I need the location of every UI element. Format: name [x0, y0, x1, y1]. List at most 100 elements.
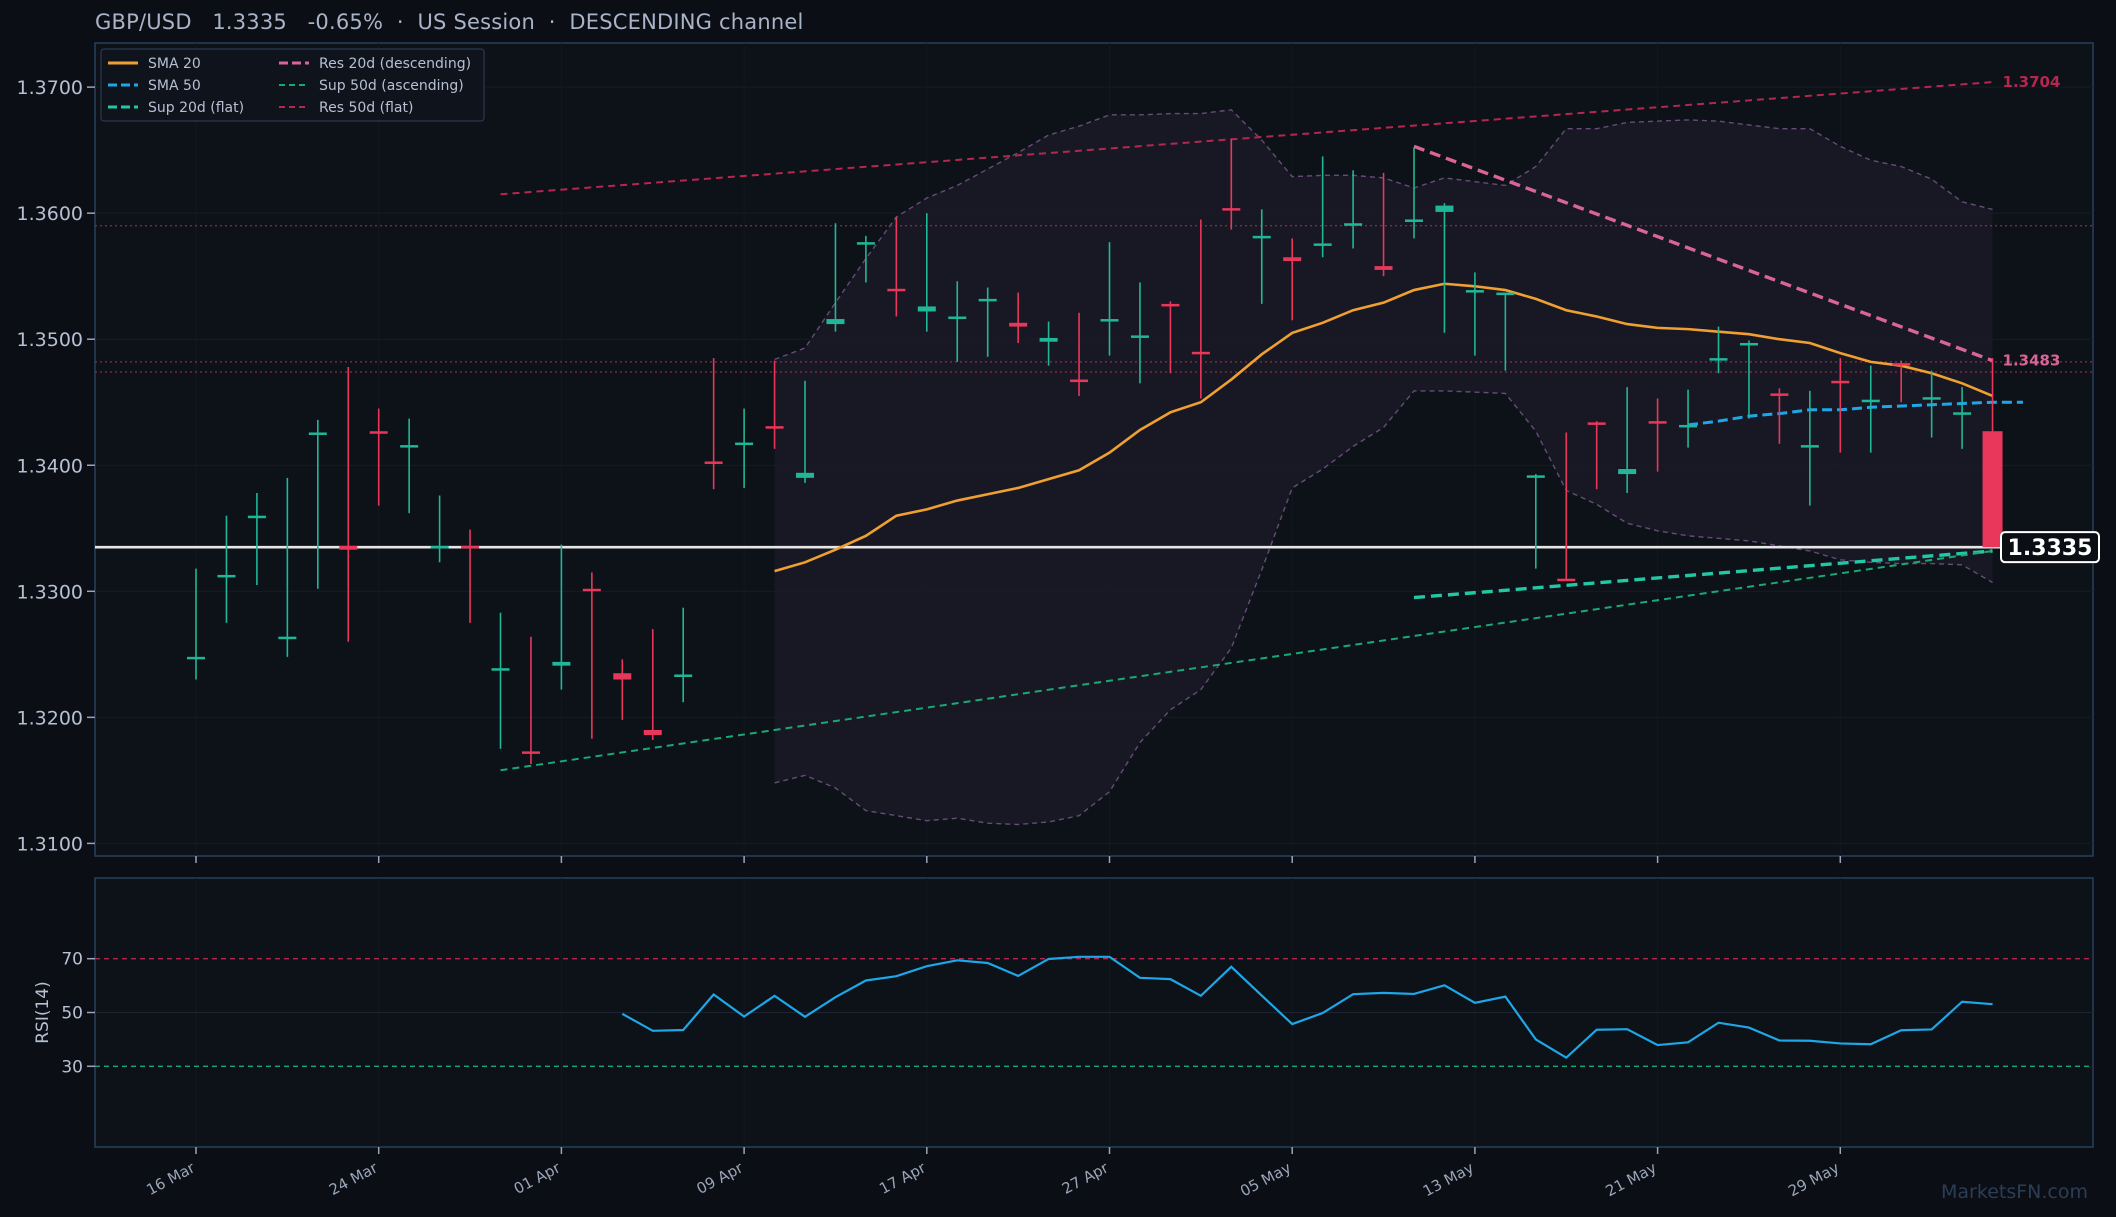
x-tick-label: 29 May [1785, 1159, 1842, 1201]
candle [1161, 301, 1180, 374]
legend: SMA 20 SMA 50 Sup 20d (flat) Res 20d (desce… [100, 48, 485, 122]
candle [1222, 138, 1241, 230]
candle [1587, 421, 1606, 490]
candle [1618, 387, 1637, 493]
candle [1405, 147, 1423, 239]
bollinger-band-fill [774, 109, 1993, 825]
candle [491, 612, 510, 749]
y-tick-label: 1.3600 [17, 203, 83, 225]
last-price-tag-label: 1.3335 [2008, 536, 2093, 561]
candle [917, 213, 936, 332]
candle [1009, 292, 1028, 343]
y-tick-label: 1.3500 [17, 329, 83, 351]
candle [1283, 238, 1302, 321]
candle-body [1252, 235, 1271, 239]
x-tick-label: 01 Apr [511, 1158, 564, 1198]
x-tick-label: 09 Apr [694, 1158, 747, 1198]
candle-body [643, 729, 662, 735]
rsi-tick-label: 50 [61, 1004, 83, 1024]
candle [369, 408, 388, 506]
candle-body [1374, 266, 1393, 270]
candle [552, 544, 571, 690]
candle [1770, 388, 1789, 444]
candle-body [796, 472, 814, 478]
candle [1648, 398, 1667, 472]
candle [278, 477, 297, 657]
candle [1526, 474, 1545, 569]
candle-body [308, 432, 327, 435]
candle-body [917, 306, 936, 312]
y-tick-label: 1.3200 [17, 707, 83, 729]
candle-body [1465, 290, 1484, 293]
candle [1191, 219, 1210, 399]
candle-body [369, 431, 388, 434]
candle [856, 235, 875, 283]
candle-body [582, 588, 601, 592]
rsi-panel: 30 50 70 RSI(14) [33, 877, 2094, 1148]
y-tick-label: 1.3700 [17, 77, 83, 99]
trendline-res-50d-flat- [500, 81, 1993, 196]
candle-body [1222, 208, 1241, 211]
candle-body [1679, 424, 1698, 428]
candle-body [887, 288, 906, 292]
candle [1831, 358, 1850, 453]
candle [1100, 242, 1119, 356]
candle [1130, 282, 1149, 384]
candle-body [1405, 219, 1423, 222]
candle-body [1313, 243, 1332, 246]
candle-body [1770, 393, 1789, 396]
legend-label: SMA 20 [148, 56, 201, 72]
candle-body [948, 316, 967, 320]
candle [704, 358, 723, 490]
legend-label: Sup 20d (flat) [148, 100, 244, 116]
trendline-sup-20d-flat- [1413, 549, 1993, 600]
candle-body [1009, 322, 1028, 327]
candle-body [1892, 363, 1911, 366]
candle [1344, 170, 1363, 249]
candle-body [1618, 469, 1637, 475]
candle-body [400, 445, 419, 448]
candle [461, 529, 480, 623]
candle-body [1922, 397, 1941, 400]
candle [187, 568, 205, 680]
chart-title: GBP/USD 1.3335 -0.65% · US Session · DES… [95, 10, 804, 34]
candle-body [1496, 292, 1515, 296]
candle [1922, 370, 1941, 438]
candle-body [1161, 303, 1180, 307]
candle [643, 629, 662, 741]
candle-body [1283, 257, 1302, 262]
candle-body [491, 668, 510, 671]
candle [1800, 390, 1819, 506]
x-tick-label: 17 Apr [876, 1158, 929, 1198]
candle [765, 360, 784, 449]
candle [1709, 326, 1728, 374]
candle-body [674, 674, 693, 677]
candle-body [735, 442, 754, 446]
candle-body [217, 574, 236, 578]
y-tick-label: 1.3300 [17, 581, 83, 603]
candle [1496, 292, 1515, 371]
candle-body [1039, 337, 1058, 342]
x-tick-label: 21 May [1603, 1159, 1660, 1201]
candle [1679, 389, 1698, 448]
y-tick-label: 1.3100 [17, 833, 83, 855]
candle [1070, 312, 1089, 396]
rsi-tick-label: 30 [61, 1057, 83, 1077]
candle-body [1831, 380, 1850, 384]
candle [1892, 360, 1911, 403]
x-tick-label: 24 Mar [326, 1158, 381, 1199]
candle-body [1587, 422, 1606, 425]
candle [1252, 209, 1271, 304]
candle [1739, 340, 1758, 419]
candle-body [1953, 412, 1972, 415]
candle-body [1800, 445, 1819, 448]
candle-body [826, 319, 845, 325]
candle [1953, 387, 1972, 449]
candle [796, 380, 814, 483]
candle [339, 366, 358, 642]
candle [430, 495, 449, 563]
legend-label: Sup 50d (ascending) [319, 78, 464, 94]
y-tick-label: 1.3400 [17, 455, 83, 477]
candle [1374, 172, 1393, 277]
